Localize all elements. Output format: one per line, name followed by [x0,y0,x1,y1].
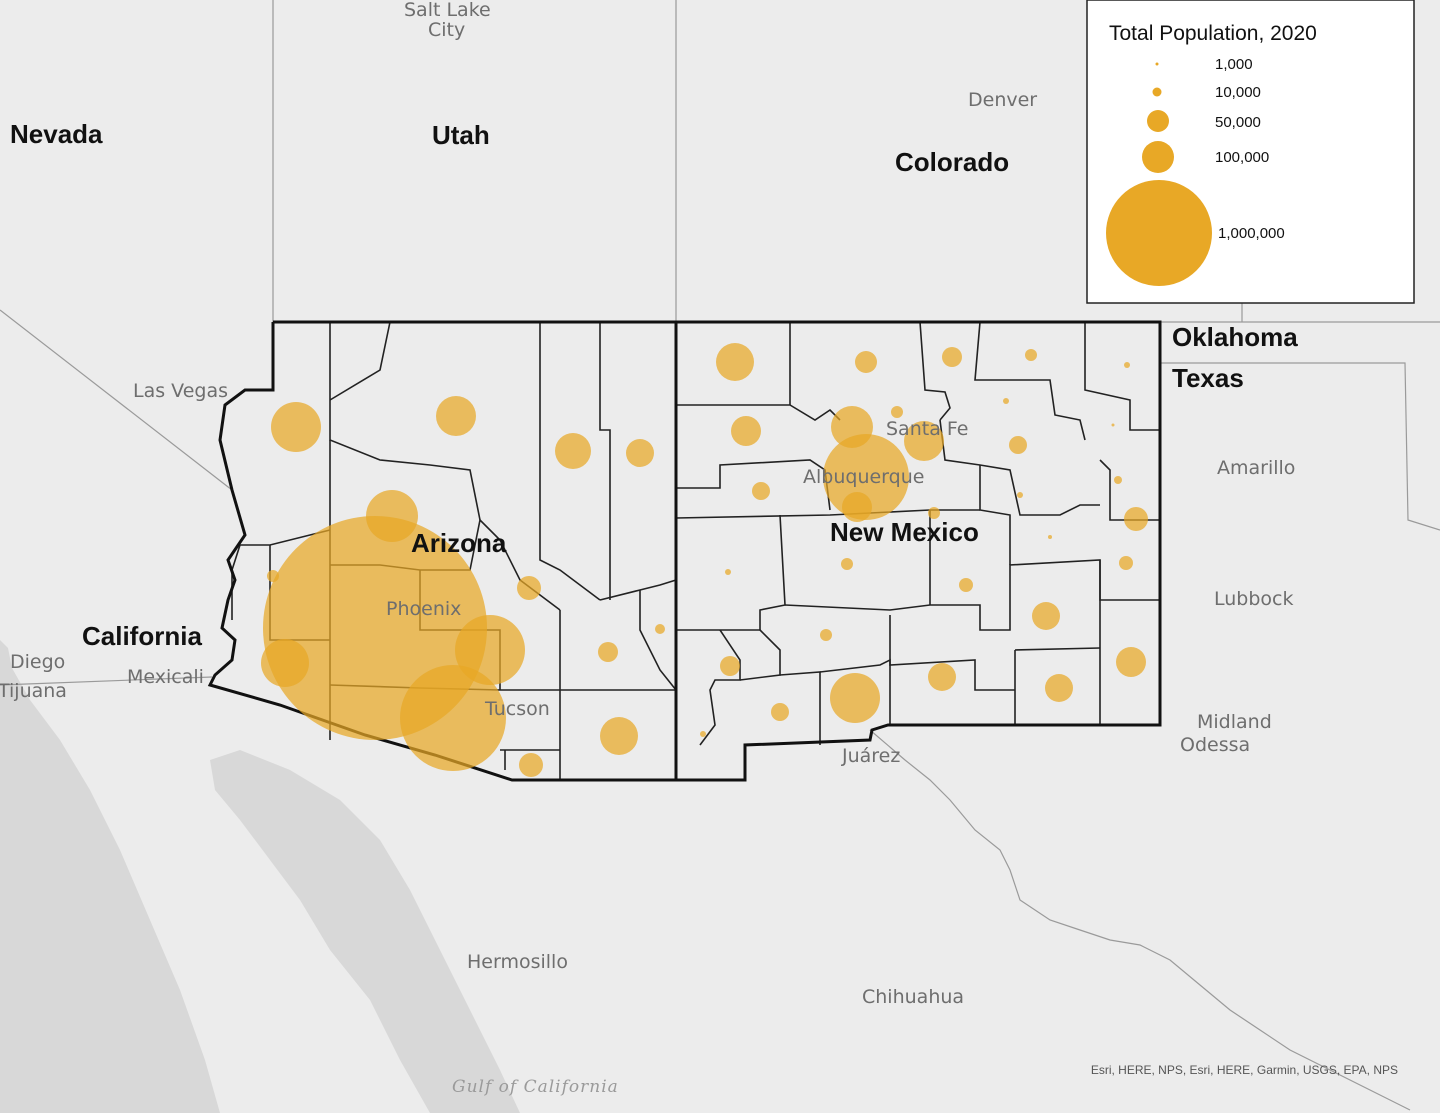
bubble-santacruz [519,753,543,777]
state-boundaries [207,320,1162,782]
bubble-lincoln [959,578,973,592]
city-label-tijuana: Tijuana [0,680,67,702]
state-label-nevada: Nevada [10,119,103,149]
bubble-lea [1116,647,1146,677]
bubble-mohave [271,402,321,452]
state-label-new-mexico: New Mexico [830,517,979,547]
water-label-gulf-of-california: Gulf of California [452,1077,619,1097]
bubble-pinal [455,615,525,685]
city-label-tucson: Tucson [484,698,550,720]
bubble-quay [1114,476,1122,484]
bubble-mora [1003,398,1009,404]
city-label-lubbock: Lubbock [1214,588,1294,610]
state-label-arizona: Arizona [411,528,507,558]
state-labels: Nevada Utah Colorado Oklahoma Texas Ariz… [10,119,1298,651]
bubble-coconino [436,396,476,436]
bubble-sierra [820,629,832,641]
bubble-bernalillo [823,434,909,520]
bubble-luna [771,703,789,721]
bubble-sandoval [831,406,873,448]
bubble-donaana [830,673,880,723]
bubble-grant [720,656,740,676]
bubble-yavapai [366,490,418,542]
city-label-phoenix: Phoenix [386,598,461,620]
population-bubbles [261,343,1148,777]
bubble-cochise [600,717,638,755]
bubble-losalamos [891,406,903,418]
bubble-greenlee [655,624,665,634]
bubble-apache [626,439,654,467]
bubble-gila [517,576,541,600]
city-label-chihuahua: Chihuahua [862,986,964,1008]
bubble-sanmiguel [1009,436,1027,454]
bubble-colfax [1025,349,1037,361]
city-label-hermosillo: Hermosillo [467,951,568,973]
legend-label-10000: 10,000 [1215,84,1261,101]
legend-label-1000: 1,000 [1215,56,1253,73]
legend-bubble-1000 [1155,62,1159,66]
bubble-taos [942,347,962,367]
bubble-cibola [752,482,770,500]
bubble-valencia [842,492,872,522]
bubble-sanjuan [716,343,754,381]
bubble-santafe [904,421,944,461]
city-labels: Salt Lake City Denver Las Vegas Santa Fe … [0,0,1295,1008]
bubble-pima [400,665,506,771]
legend-label-50000: 50,000 [1215,114,1261,131]
city-label-amarillo: Amarillo [1217,457,1295,479]
city-label-las-vegas: Las Vegas [133,380,228,402]
state-label-utah: Utah [432,120,490,150]
bubble-riorriba [855,351,877,373]
legend-bubble-10000 [1152,87,1162,97]
city-label-odessa: Odessa [1180,734,1250,756]
bubble-debaca [1048,535,1052,539]
bubble-hidalgo [700,731,706,737]
bubble-eddy [1045,674,1073,702]
bubble-graham [598,642,618,662]
legend-bubble-1000000 [1106,180,1212,286]
legend-label-100000: 100,000 [1215,149,1269,166]
bubble-lapaz [267,570,279,582]
state-label-oklahoma: Oklahoma [1172,322,1298,352]
legend-bubble-50000 [1147,110,1169,132]
city-label-salt-lake-city-1: Salt Lake City [404,0,491,41]
bubble-navajo [555,433,591,469]
bubble-curry [1124,507,1148,531]
bubble-yuma [261,639,309,687]
bubble-socorro [841,558,853,570]
state-label-california: California [82,621,202,651]
city-label-santa-fe: Santa Fe [886,418,968,440]
coastline [0,640,520,1113]
legend-bubble-100000 [1142,141,1174,173]
bubble-catron [725,569,731,575]
bubble-roosevelt [1119,556,1133,570]
bubble-harding [1111,423,1115,427]
city-label-juarez: Juárez [841,745,900,767]
city-label-diego: Diego [10,651,65,673]
city-label-denver: Denver [968,89,1037,111]
state-label-colorado: Colorado [895,147,1009,177]
bubble-guadalupe [1017,492,1023,498]
city-label-albuquerque: Albuquerque [803,466,924,488]
legend-label-1000000: 1,000,000 [1218,225,1285,242]
city-label-mexicali: Mexicali [127,666,204,688]
map-attribution: Esri, HERE, NPS, Esri, HERE, Garmin, USG… [1091,1063,1398,1077]
legend: Total Population, 2020 1,000 10,000 50,0… [1086,0,1415,304]
bubble-otero [928,663,956,691]
legend-title: Total Population, 2020 [1109,22,1317,45]
bubble-union [1124,362,1130,368]
city-label-midland: Midland [1197,711,1272,733]
bubble-chaves [1032,602,1060,630]
state-label-texas: Texas [1172,363,1244,393]
bubble-mckinley [731,416,761,446]
bubble-torrance [928,507,940,519]
